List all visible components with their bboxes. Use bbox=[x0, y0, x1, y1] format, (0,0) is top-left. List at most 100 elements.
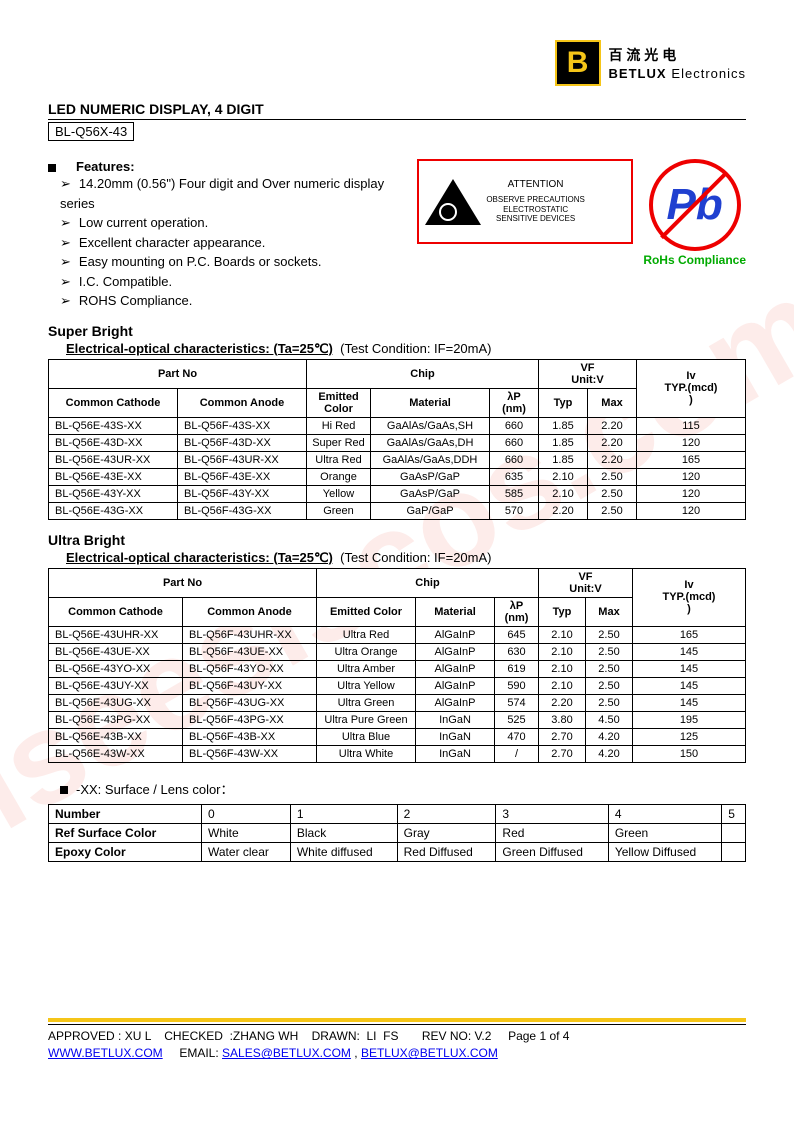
table-row: BL-Q56E-43G-XXBL-Q56F-43G-XXGreenGaP/GaP… bbox=[49, 502, 746, 519]
cell-lp: 525 bbox=[495, 711, 539, 728]
cell-color: Ultra Blue bbox=[317, 728, 416, 745]
th-mat: Material bbox=[416, 597, 495, 626]
cell-color: Ultra White bbox=[317, 745, 416, 762]
cell-color: Super Red bbox=[307, 434, 371, 451]
esd-triangle-icon bbox=[425, 179, 481, 225]
super-bright-subtitle: Electrical-optical characteristics: (Ta=… bbox=[66, 341, 746, 357]
th-iv: IvTYP.(mcd)) bbox=[637, 359, 746, 417]
cell-cc: BL-Q56E-43S-XX bbox=[49, 417, 178, 434]
cell-lp: 585 bbox=[490, 485, 539, 502]
table-row: BL-Q56E-43PG-XXBL-Q56F-43PG-XXUltra Pure… bbox=[49, 711, 746, 728]
footer-website-link[interactable]: WWW.BETLUX.COM bbox=[48, 1046, 163, 1060]
cell-max: 4.50 bbox=[586, 711, 633, 728]
cell-max: 2.20 bbox=[588, 434, 637, 451]
cell-ca: BL-Q56F-43G-XX bbox=[178, 502, 307, 519]
th-ca: Common Anode bbox=[178, 388, 307, 417]
cell-lp: 619 bbox=[495, 660, 539, 677]
company-logo: B 百 流 光 电 BETLUX Electronics bbox=[555, 40, 746, 86]
cell-cc: BL-Q56E-43W-XX bbox=[49, 745, 183, 762]
cell-iv: 120 bbox=[637, 434, 746, 451]
cell-ca: BL-Q56F-43UY-XX bbox=[183, 677, 317, 694]
cell-max: 4.20 bbox=[586, 728, 633, 745]
cell-material: InGaN bbox=[416, 711, 495, 728]
cell-material: GaP/GaP bbox=[371, 502, 490, 519]
logo-icon: B bbox=[555, 40, 601, 86]
cell-ca: BL-Q56F-43S-XX bbox=[178, 417, 307, 434]
super-bright-table: Part No Chip VFUnit:V IvTYP.(mcd)) Commo… bbox=[48, 359, 746, 520]
footer: APPROVED : XU L CHECKED :ZHANG WH DRAWN:… bbox=[48, 1018, 746, 1062]
cell-material: GaAsP/GaP bbox=[371, 468, 490, 485]
cell-typ: 2.10 bbox=[539, 485, 588, 502]
cell-material: AlGaInP bbox=[416, 626, 495, 643]
bullet-icon bbox=[60, 786, 68, 794]
table-row: BL-Q56E-43W-XXBL-Q56F-43W-XXUltra WhiteI… bbox=[49, 745, 746, 762]
th-chip: Chip bbox=[317, 568, 539, 597]
ultra-bright-table: Part No Chip VFUnit:V IvTYP.(mcd)) Commo… bbox=[48, 568, 746, 763]
cell-cc: BL-Q56E-43UHR-XX bbox=[49, 626, 183, 643]
th-vf: VFUnit:V bbox=[539, 568, 633, 597]
logo-en: BETLUX Electronics bbox=[609, 65, 746, 81]
cell-typ: 1.85 bbox=[539, 434, 588, 451]
cell-lp: 660 bbox=[490, 434, 539, 451]
cell-lp: 570 bbox=[490, 502, 539, 519]
cell-typ: 2.20 bbox=[539, 694, 586, 711]
cell-typ: 1.85 bbox=[539, 417, 588, 434]
th-iv: IvTYP.(mcd)) bbox=[633, 568, 746, 626]
cell-cc: BL-Q56E-43UY-XX bbox=[49, 677, 183, 694]
cell-color: Ultra Red bbox=[317, 626, 416, 643]
cell-cc: BL-Q56E-43D-XX bbox=[49, 434, 178, 451]
th-partno: Part No bbox=[49, 568, 317, 597]
cell-material: GaAlAs/GaAs,DH bbox=[371, 434, 490, 451]
cell-material: AlGaInP bbox=[416, 660, 495, 677]
cell-lp: 645 bbox=[495, 626, 539, 643]
surface-caption: -XX: Surface / Lens color： bbox=[60, 779, 746, 798]
cell-iv: 195 bbox=[633, 711, 746, 728]
logo-cn: 百 流 光 电 bbox=[609, 45, 746, 65]
cell-ca: BL-Q56F-43B-XX bbox=[183, 728, 317, 745]
cell-material: AlGaInP bbox=[416, 643, 495, 660]
cell-typ: 2.10 bbox=[539, 626, 586, 643]
cell-ca: BL-Q56F-43PG-XX bbox=[183, 711, 317, 728]
cell-lp: 574 bbox=[495, 694, 539, 711]
cell-typ: 2.20 bbox=[539, 502, 588, 519]
cell-max: 2.50 bbox=[588, 468, 637, 485]
cell-lp: 635 bbox=[490, 468, 539, 485]
cell-material: InGaN bbox=[416, 728, 495, 745]
esd-attention: ATTENTION bbox=[486, 179, 585, 191]
cell-cc: BL-Q56E-43Y-XX bbox=[49, 485, 178, 502]
cell-color: Ultra Orange bbox=[317, 643, 416, 660]
pb-symbol: Pb bbox=[667, 180, 723, 230]
th-typ: Typ bbox=[539, 597, 586, 626]
cell-cc: BL-Q56E-43E-XX bbox=[49, 468, 178, 485]
table-row: BL-Q56E-43Y-XXBL-Q56F-43Y-XXYellowGaAsP/… bbox=[49, 485, 746, 502]
th-chip: Chip bbox=[307, 359, 539, 388]
cell-max: 2.50 bbox=[586, 660, 633, 677]
table-row: BL-Q56E-43YO-XXBL-Q56F-43YO-XXUltra Ambe… bbox=[49, 660, 746, 677]
cell-ca: BL-Q56F-43UR-XX bbox=[178, 451, 307, 468]
feature-item: ➢Low current operation. bbox=[60, 213, 407, 233]
footer-sep: , bbox=[351, 1046, 361, 1060]
surface-ref-row: Ref Surface Color WhiteBlackGray RedGree… bbox=[49, 823, 746, 842]
cell-material: AlGaInP bbox=[416, 677, 495, 694]
footer-email2-link[interactable]: BETLUX@BETLUX.COM bbox=[361, 1046, 498, 1060]
rohs-badge: Pb RoHs Compliance bbox=[643, 159, 746, 267]
footer-email1-link[interactable]: SALES@BETLUX.COM bbox=[222, 1046, 351, 1060]
features-list: Features: ➢14.20mm (0.56") Four digit an… bbox=[48, 159, 407, 311]
cell-cc: BL-Q56E-43UE-XX bbox=[49, 643, 183, 660]
cell-max: 2.50 bbox=[586, 643, 633, 660]
cell-color: Orange bbox=[307, 468, 371, 485]
footer-email-label: EMAIL: bbox=[163, 1046, 222, 1060]
cell-cc: BL-Q56E-43YO-XX bbox=[49, 660, 183, 677]
cell-iv: 120 bbox=[637, 485, 746, 502]
cell-ca: BL-Q56F-43UG-XX bbox=[183, 694, 317, 711]
th-ca: Common Anode bbox=[183, 597, 317, 626]
cell-lp: 660 bbox=[490, 417, 539, 434]
cell-max: 2.20 bbox=[588, 451, 637, 468]
cell-lp: / bbox=[495, 745, 539, 762]
cell-lp: 630 bbox=[495, 643, 539, 660]
surface-number-row: Number 012 345 bbox=[49, 804, 746, 823]
cell-iv: 145 bbox=[633, 660, 746, 677]
cell-ca: BL-Q56F-43UE-XX bbox=[183, 643, 317, 660]
cell-iv: 150 bbox=[633, 745, 746, 762]
th-lp: λP(nm) bbox=[495, 597, 539, 626]
